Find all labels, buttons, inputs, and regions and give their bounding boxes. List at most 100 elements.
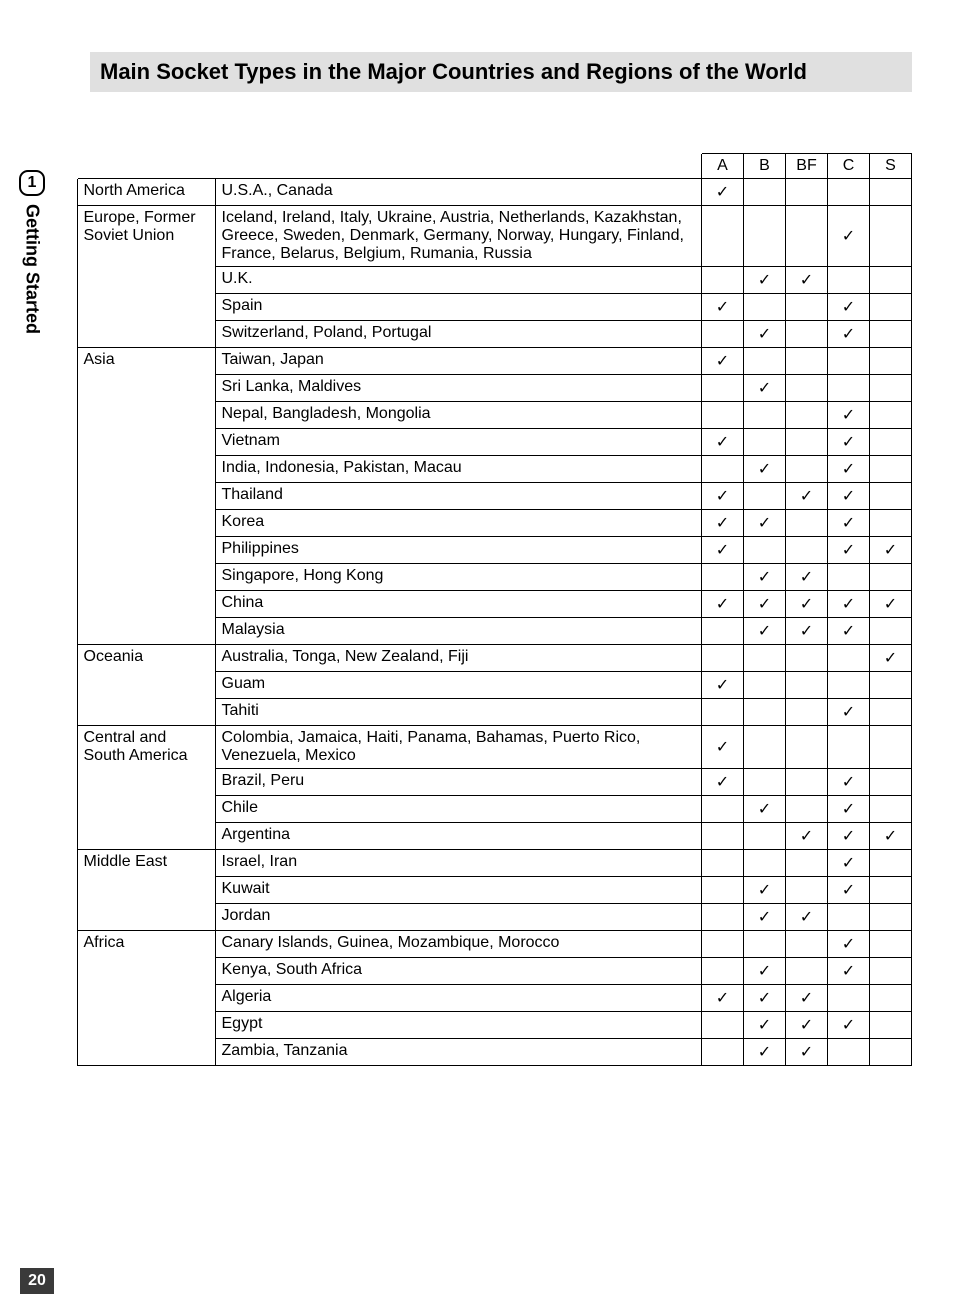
check-cell [786,205,828,266]
region-cell: Asia [77,347,215,644]
check-cell: ✓ [786,266,828,293]
blank-header-cell [77,153,702,178]
check-cell [702,876,744,903]
check-cell: ✓ [828,293,870,320]
page-title: Main Socket Types in the Major Countries… [100,58,902,86]
check-cell [786,536,828,563]
check-cell [870,374,912,401]
check-cell: ✓ [828,455,870,482]
check-cell [744,930,786,957]
check-cell [828,178,870,205]
chapter-label: Getting Started [22,204,43,334]
check-cell [828,903,870,930]
check-cell [744,822,786,849]
col-header: A [702,153,744,178]
check-cell [744,536,786,563]
table-row: AfricaCanary Islands, Guinea, Mozambique… [77,930,912,957]
check-cell [786,509,828,536]
check-cell: ✓ [744,455,786,482]
check-cell [744,178,786,205]
check-cell [702,1038,744,1065]
check-cell [870,455,912,482]
check-cell [786,671,828,698]
check-cell [786,293,828,320]
check-cell [744,428,786,455]
country-cell: Jordan [215,903,702,930]
check-cell [870,768,912,795]
check-cell: ✓ [828,401,870,428]
table-row: Central and South AmericaColombia, Jamai… [77,725,912,768]
region-cell: Oceania [77,644,215,725]
check-cell [786,401,828,428]
col-header: BF [786,153,828,178]
region-cell: Africa [77,930,215,1065]
check-cell [870,1011,912,1038]
country-cell: Korea [215,509,702,536]
check-cell [702,795,744,822]
check-cell [702,205,744,266]
check-cell: ✓ [744,617,786,644]
col-header: S [870,153,912,178]
check-cell: ✓ [786,903,828,930]
check-cell [786,725,828,768]
check-cell [702,320,744,347]
country-cell: Kuwait [215,876,702,903]
check-cell: ✓ [828,768,870,795]
country-cell: Philippines [215,536,702,563]
check-cell [702,455,744,482]
check-cell [870,1038,912,1065]
check-cell [870,563,912,590]
check-cell: ✓ [828,822,870,849]
check-cell [702,698,744,725]
check-cell: ✓ [828,849,870,876]
country-cell: Taiwan, Japan [215,347,702,374]
check-cell [786,768,828,795]
check-cell: ✓ [828,876,870,903]
check-cell: ✓ [786,1011,828,1038]
check-cell [828,1038,870,1065]
check-cell: ✓ [786,482,828,509]
check-cell [870,347,912,374]
check-cell [828,644,870,671]
check-cell [870,482,912,509]
check-cell [702,401,744,428]
check-cell: ✓ [828,930,870,957]
country-cell: Canary Islands, Guinea, Mozambique, Moro… [215,930,702,957]
check-cell [786,644,828,671]
col-header: C [828,153,870,178]
check-cell [702,822,744,849]
country-cell: Sri Lanka, Maldives [215,374,702,401]
country-cell: Iceland, Ireland, Italy, Ukraine, Austri… [215,205,702,266]
check-cell: ✓ [702,293,744,320]
check-cell: ✓ [702,347,744,374]
table-row: Europe, Former Soviet UnionIceland, Irel… [77,205,912,266]
check-cell [744,671,786,698]
check-cell [870,320,912,347]
socket-types-table: A B BF C S North AmericaU.S.A., Canada✓E… [76,152,912,1066]
check-cell [870,205,912,266]
check-cell: ✓ [828,1011,870,1038]
check-cell [786,957,828,984]
check-cell [870,617,912,644]
table-header-row: A B BF C S [77,153,912,178]
check-cell: ✓ [786,1038,828,1065]
check-cell: ✓ [786,984,828,1011]
country-cell: Malaysia [215,617,702,644]
check-cell [786,374,828,401]
check-cell [744,698,786,725]
country-cell: Nepal, Bangladesh, Mongolia [215,401,702,428]
check-cell: ✓ [702,428,744,455]
check-cell: ✓ [744,984,786,1011]
check-cell: ✓ [870,822,912,849]
check-cell [702,930,744,957]
check-cell [702,957,744,984]
check-cell: ✓ [744,795,786,822]
check-cell: ✓ [702,536,744,563]
country-cell: Singapore, Hong Kong [215,563,702,590]
country-cell: Israel, Iran [215,849,702,876]
country-cell: Kenya, South Africa [215,957,702,984]
check-cell [870,903,912,930]
table-body: North AmericaU.S.A., Canada✓Europe, Form… [77,178,912,1065]
check-cell [702,849,744,876]
check-cell [870,849,912,876]
